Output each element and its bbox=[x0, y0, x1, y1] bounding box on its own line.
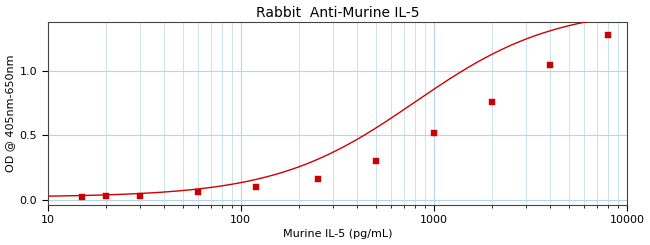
X-axis label: Murine IL-5 (pg/mL): Murine IL-5 (pg/mL) bbox=[283, 230, 392, 239]
Y-axis label: OD @ 405nm-650nm: OD @ 405nm-650nm bbox=[6, 55, 16, 172]
Title: Rabbit  Anti-Murine IL-5: Rabbit Anti-Murine IL-5 bbox=[255, 6, 419, 20]
